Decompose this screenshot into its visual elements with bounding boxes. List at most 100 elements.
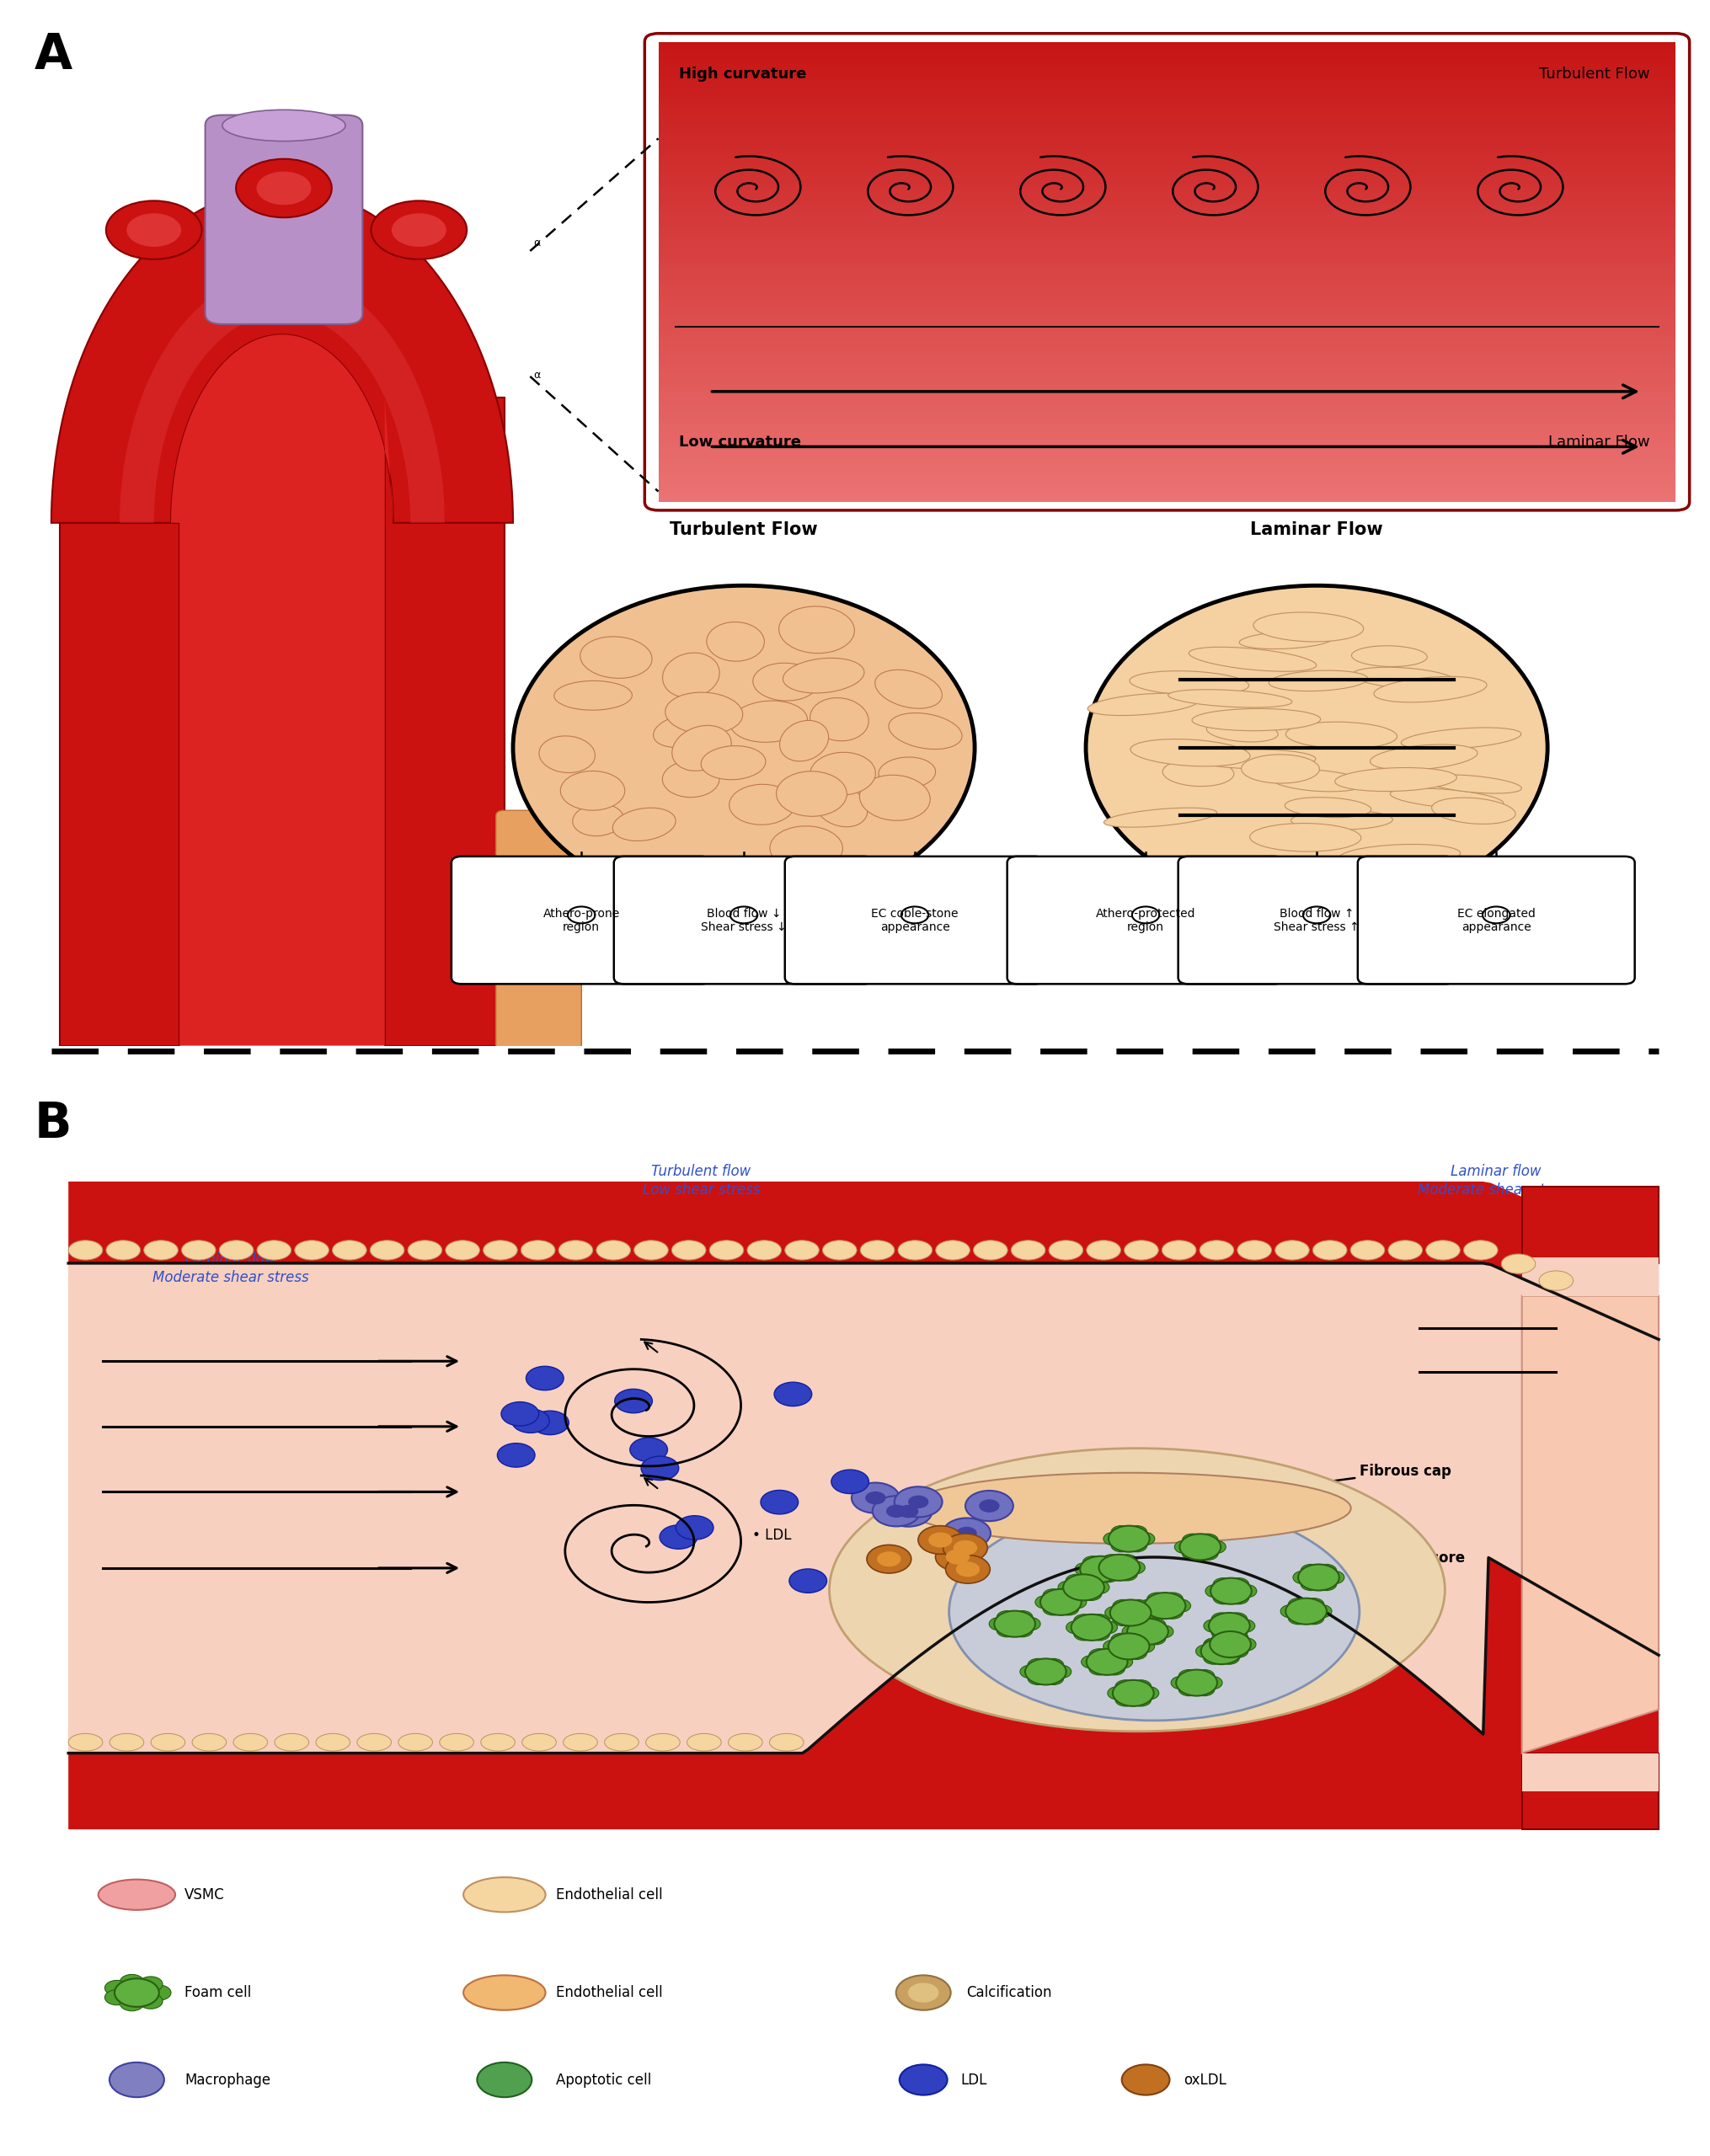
Ellipse shape <box>653 714 713 748</box>
Circle shape <box>1197 1548 1218 1561</box>
Circle shape <box>1147 1606 1168 1619</box>
Bar <box>658 153 1676 157</box>
Circle shape <box>1043 1602 1064 1615</box>
Bar <box>658 479 1676 483</box>
Ellipse shape <box>1539 1270 1573 1291</box>
Bar <box>658 110 1676 114</box>
Polygon shape <box>60 522 180 1046</box>
Bar <box>658 464 1676 468</box>
FancyBboxPatch shape <box>451 856 711 983</box>
Text: α: α <box>534 237 540 248</box>
Ellipse shape <box>1238 1240 1272 1259</box>
Ellipse shape <box>1240 632 1334 649</box>
Circle shape <box>901 906 929 923</box>
Polygon shape <box>51 188 513 522</box>
Ellipse shape <box>776 772 846 817</box>
Bar <box>1522 1257 1659 1296</box>
Ellipse shape <box>973 1240 1007 1259</box>
Circle shape <box>139 1977 162 1992</box>
Bar <box>658 300 1676 302</box>
Circle shape <box>1065 1621 1086 1634</box>
Bar <box>658 287 1676 291</box>
Ellipse shape <box>1250 824 1361 852</box>
Ellipse shape <box>407 1240 441 1259</box>
Bar <box>658 203 1676 207</box>
Circle shape <box>1101 1567 1122 1580</box>
Circle shape <box>1324 1572 1344 1585</box>
Ellipse shape <box>1197 750 1315 768</box>
Circle shape <box>1301 1565 1322 1578</box>
Ellipse shape <box>1253 612 1363 642</box>
Circle shape <box>1175 1539 1195 1554</box>
Circle shape <box>675 1516 713 1539</box>
Ellipse shape <box>898 1240 932 1259</box>
Circle shape <box>956 1526 976 1539</box>
Circle shape <box>1096 1621 1117 1634</box>
Ellipse shape <box>1431 798 1515 824</box>
Bar <box>658 403 1676 405</box>
Circle shape <box>1212 1645 1233 1658</box>
Ellipse shape <box>1207 720 1277 742</box>
Circle shape <box>1204 1651 1224 1664</box>
Bar <box>658 448 1676 453</box>
Bar <box>658 211 1676 213</box>
Circle shape <box>1312 1604 1332 1617</box>
Text: Laminar flow
Moderate shear stress: Laminar flow Moderate shear stress <box>152 1250 310 1285</box>
Circle shape <box>1035 1595 1055 1608</box>
Circle shape <box>1483 906 1510 923</box>
Circle shape <box>1281 1604 1301 1617</box>
Circle shape <box>1228 1632 1248 1645</box>
Ellipse shape <box>513 586 975 910</box>
Bar <box>658 425 1676 429</box>
Text: high shear stress: high shear stress <box>995 1524 1091 1602</box>
Bar <box>658 162 1676 164</box>
Bar <box>658 75 1676 80</box>
Bar <box>658 80 1676 84</box>
Bar <box>658 306 1676 310</box>
Ellipse shape <box>634 1240 669 1259</box>
Circle shape <box>1113 1613 1134 1626</box>
Circle shape <box>1105 1662 1125 1675</box>
Ellipse shape <box>463 1878 545 1912</box>
Polygon shape <box>1522 1296 1659 1753</box>
Ellipse shape <box>484 1240 518 1259</box>
Circle shape <box>1209 1632 1250 1658</box>
Circle shape <box>1211 1578 1252 1604</box>
Bar <box>658 88 1676 93</box>
Ellipse shape <box>783 658 864 692</box>
Circle shape <box>1228 1578 1248 1591</box>
Bar <box>658 468 1676 472</box>
Ellipse shape <box>662 761 720 798</box>
Circle shape <box>908 1496 929 1509</box>
FancyBboxPatch shape <box>496 832 581 1050</box>
Ellipse shape <box>710 1240 744 1259</box>
Circle shape <box>501 1401 539 1425</box>
Circle shape <box>1317 1578 1337 1591</box>
Bar <box>658 157 1676 162</box>
Circle shape <box>109 2063 164 2098</box>
Circle shape <box>867 1546 911 1574</box>
Text: Turbulent flow
Low shear stress: Turbulent flow Low shear stress <box>643 1164 759 1199</box>
Circle shape <box>104 1990 128 2005</box>
Circle shape <box>1303 1611 1324 1623</box>
Circle shape <box>1106 1563 1127 1576</box>
Circle shape <box>1113 1600 1134 1613</box>
Bar <box>658 433 1676 438</box>
Bar <box>658 371 1676 375</box>
Circle shape <box>1219 1639 1240 1651</box>
Text: High curvature: High curvature <box>679 67 807 82</box>
Ellipse shape <box>1353 666 1457 690</box>
Text: • LDL: • LDL <box>752 1529 792 1544</box>
Ellipse shape <box>439 1733 474 1751</box>
Ellipse shape <box>876 671 942 709</box>
Circle shape <box>761 1490 799 1514</box>
Circle shape <box>898 1505 918 1518</box>
Polygon shape <box>68 1181 1659 1339</box>
Text: α: α <box>534 371 540 382</box>
Bar <box>658 231 1676 233</box>
Circle shape <box>1178 1669 1199 1682</box>
Circle shape <box>872 1496 920 1526</box>
Bar <box>658 65 1676 69</box>
Ellipse shape <box>1168 690 1293 707</box>
FancyBboxPatch shape <box>496 811 581 1050</box>
